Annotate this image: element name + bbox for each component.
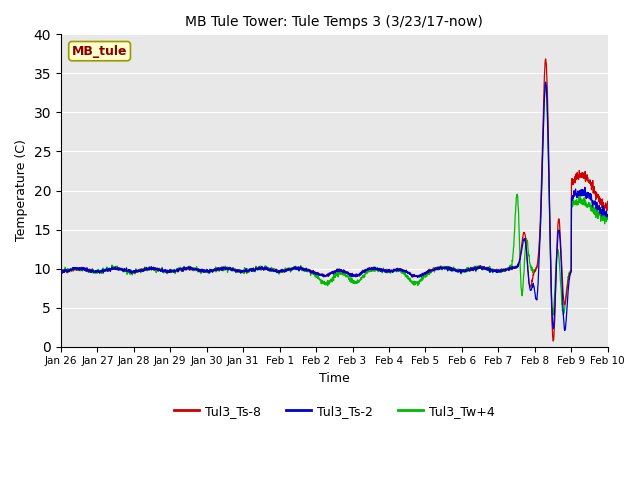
Title: MB Tule Tower: Tule Temps 3 (3/23/17-now): MB Tule Tower: Tule Temps 3 (3/23/17-now…	[186, 15, 483, 29]
Text: MB_tule: MB_tule	[72, 45, 127, 58]
X-axis label: Time: Time	[319, 372, 349, 385]
Y-axis label: Temperature (C): Temperature (C)	[15, 140, 28, 241]
Legend: Tul3_Ts-8, Tul3_Ts-2, Tul3_Tw+4: Tul3_Ts-8, Tul3_Ts-2, Tul3_Tw+4	[168, 400, 500, 423]
